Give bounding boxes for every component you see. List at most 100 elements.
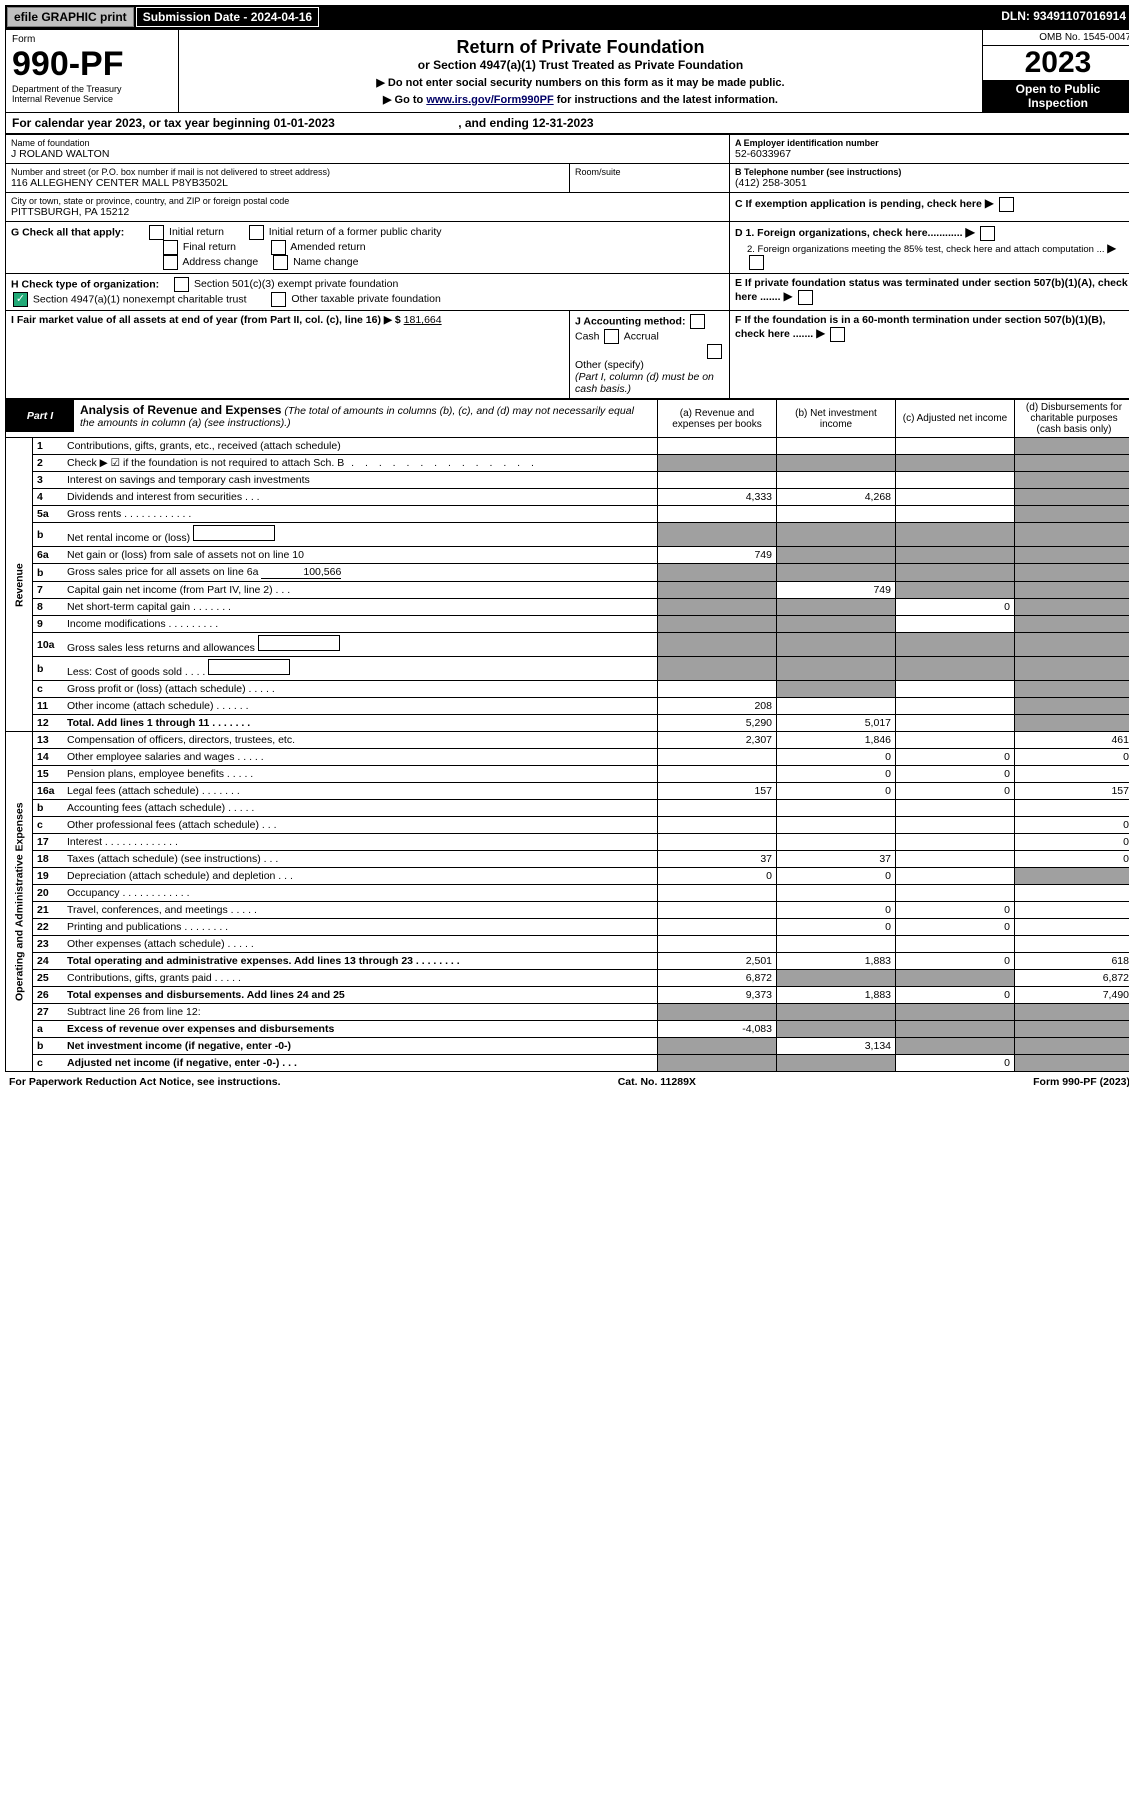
table-cell: 37 [658, 851, 777, 868]
f-cb[interactable] [830, 327, 845, 342]
table-cell [658, 472, 777, 489]
row-num: 26 [33, 987, 64, 1004]
row-num: 15 [33, 766, 64, 783]
table-cell: 4,268 [777, 489, 896, 506]
open-inspection: Open to PublicInspection [983, 80, 1129, 112]
foundation-name-label: Name of foundation [11, 138, 724, 148]
ein-label: A Employer identification number [735, 138, 1128, 148]
row-num: a [33, 1021, 64, 1038]
table-cell [896, 582, 1015, 599]
table-cell: 0 [1015, 817, 1129, 834]
row-label: Adjusted net income (if negative, enter … [63, 1055, 658, 1072]
table-cell [777, 1055, 896, 1072]
table-cell [896, 851, 1015, 868]
row-label: Printing and publications . . . . . . . … [63, 919, 658, 936]
d1-cb[interactable] [980, 226, 995, 241]
row-num: 22 [33, 919, 64, 936]
row-num: 16a [33, 783, 64, 800]
efile-chip[interactable]: efile GRAPHIC print [7, 7, 134, 27]
row-num: b [33, 523, 64, 547]
table-cell [777, 1021, 896, 1038]
table-cell [777, 616, 896, 633]
boxD2: 2. Foreign organizations meeting the 85%… [735, 241, 1128, 270]
table-cell [1015, 919, 1129, 936]
row-num: 18 [33, 851, 64, 868]
table-cell [1015, 616, 1129, 633]
table-cell: 749 [777, 582, 896, 599]
name-change-cb[interactable] [273, 255, 288, 270]
table-cell [896, 885, 1015, 902]
table-cell [777, 817, 896, 834]
table-cell [658, 1004, 777, 1021]
foundation-name: J ROLAND WALTON [11, 148, 724, 160]
boxD1: D 1. Foreign organizations, check here..… [735, 225, 1128, 241]
initial-former-cb[interactable] [249, 225, 264, 240]
e-cb[interactable] [798, 290, 813, 305]
accrual-cb[interactable] [604, 329, 619, 344]
table-cell [896, 800, 1015, 817]
table-cell [658, 616, 777, 633]
table-cell: 7,490 [1015, 987, 1129, 1004]
row-num: 11 [33, 698, 64, 715]
address-change-cb[interactable] [163, 255, 178, 270]
table-cell: 9,373 [658, 987, 777, 1004]
table-cell: 1,846 [777, 732, 896, 749]
table-cell [896, 1004, 1015, 1021]
table-cell [1015, 438, 1129, 455]
table-cell [896, 1038, 1015, 1055]
h-4947-cb[interactable]: ✓ [13, 292, 28, 307]
table-cell: 0 [896, 987, 1015, 1004]
row-label: Other income (attach schedule) . . . . .… [63, 698, 658, 715]
boxC-checkbox[interactable] [999, 197, 1014, 212]
table-cell: 157 [658, 783, 777, 800]
table-cell [777, 599, 896, 616]
form-number: 990-PF [12, 45, 172, 84]
table-cell: 618 [1015, 953, 1129, 970]
table-cell: 0 [896, 766, 1015, 783]
section-label: Operating and Administrative Expenses [6, 732, 33, 1072]
row-label: Depreciation (attach schedule) and deple… [63, 868, 658, 885]
table-cell: 0 [896, 599, 1015, 616]
table-cell [777, 936, 896, 953]
table-cell [896, 438, 1015, 455]
row-label: Contributions, gifts, grants paid . . . … [63, 970, 658, 987]
table-cell [658, 936, 777, 953]
h-other-cb[interactable] [271, 292, 286, 307]
row-label: Legal fees (attach schedule) . . . . . .… [63, 783, 658, 800]
table-cell [1015, 868, 1129, 885]
table-cell [1015, 800, 1129, 817]
table-cell [658, 800, 777, 817]
table-cell: -4,083 [658, 1021, 777, 1038]
form990pf-link[interactable]: www.irs.gov/Form990PF [426, 94, 553, 106]
table-cell: 749 [658, 547, 777, 564]
row-label: Occupancy . . . . . . . . . . . . [63, 885, 658, 902]
table-cell [1015, 1004, 1129, 1021]
d2-cb[interactable] [749, 255, 764, 270]
table-cell [896, 834, 1015, 851]
row-label: Interest on savings and temporary cash i… [63, 472, 658, 489]
dln: DLN: 93491107016914 [995, 7, 1129, 27]
table-cell: 3,134 [777, 1038, 896, 1055]
h-501c3-cb[interactable] [174, 277, 189, 292]
other-method-cb[interactable] [707, 344, 722, 359]
final-return-cb[interactable] [163, 240, 178, 255]
initial-return-cb[interactable] [149, 225, 164, 240]
amended-cb[interactable] [271, 240, 286, 255]
table-cell [1015, 936, 1129, 953]
row-num: c [33, 681, 64, 698]
boxE-label: E If private foundation status was termi… [735, 277, 1128, 303]
table-cell [896, 698, 1015, 715]
table-cell: 0 [896, 783, 1015, 800]
ein-value: 52-6033967 [735, 148, 1128, 160]
cash-cb[interactable] [690, 314, 705, 329]
row-num: 8 [33, 599, 64, 616]
arrow-icon: ▶ [985, 196, 994, 210]
footer-right: Form 990-PF (2023) [1033, 1076, 1129, 1088]
row-label: Less: Cost of goods sold . . . . [63, 657, 658, 681]
dept-line1: Department of the Treasury [12, 84, 172, 94]
table-cell: 0 [777, 749, 896, 766]
row-label: Gross rents . . . . . . . . . . . . [63, 506, 658, 523]
row-label: Interest . . . . . . . . . . . . . [63, 834, 658, 851]
top-bar: efile GRAPHIC print Submission Date - 20… [5, 5, 1129, 29]
table-cell [658, 749, 777, 766]
